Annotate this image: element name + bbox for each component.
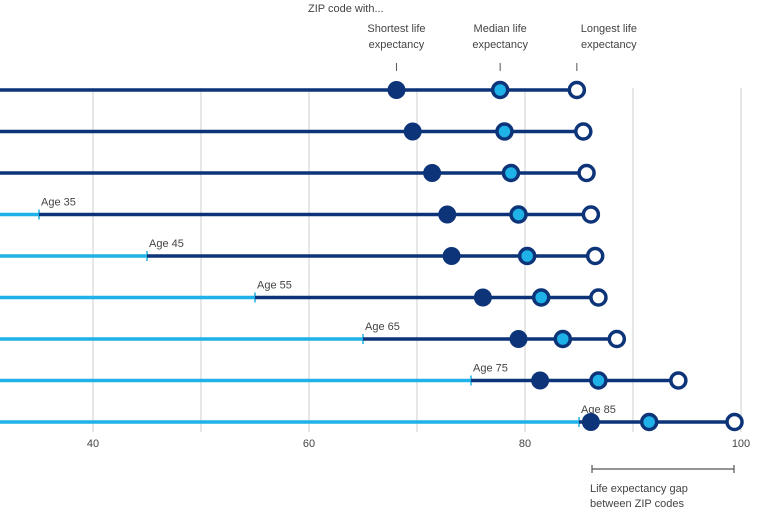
legend-longest-label-line1: Longest life bbox=[581, 23, 637, 35]
row bbox=[0, 163, 596, 183]
median-point bbox=[495, 122, 514, 141]
row bbox=[0, 122, 593, 141]
row: Age 35 bbox=[0, 197, 601, 224]
median-point bbox=[639, 412, 659, 432]
age-label: Age 55 bbox=[257, 280, 292, 292]
legend-shortest-label-line2: expectancy bbox=[369, 39, 425, 51]
age-label: Age 45 bbox=[149, 238, 184, 250]
age-label: Age 65 bbox=[365, 321, 400, 333]
shortest-point bbox=[423, 164, 442, 182]
gap-legend: Life expectancy gap between ZIP codes bbox=[590, 465, 735, 510]
x-tick-label: 100 bbox=[732, 438, 750, 450]
shortest-point bbox=[531, 371, 550, 390]
longest-point bbox=[577, 163, 596, 183]
age-label: Age 75 bbox=[473, 363, 508, 375]
longest-point bbox=[589, 288, 608, 307]
shortest-point bbox=[509, 330, 528, 348]
row: Age 45 bbox=[0, 238, 605, 266]
rows: Age 35 Age 45 Age 55 Age 65 Age 75 Age 85 bbox=[0, 80, 744, 432]
longest-point bbox=[607, 329, 627, 349]
median-point bbox=[531, 288, 551, 307]
row: Age 85 bbox=[0, 404, 744, 432]
median-point bbox=[490, 80, 510, 100]
row: Age 65 bbox=[0, 321, 627, 349]
median-point bbox=[501, 163, 521, 183]
longest-point bbox=[725, 412, 744, 432]
shortest-point bbox=[473, 288, 492, 307]
age-label: Age 35 bbox=[41, 197, 76, 209]
x-tick-label: 40 bbox=[87, 438, 99, 450]
legend-median-label-line1: Median life bbox=[474, 23, 527, 35]
shortest-point bbox=[403, 122, 422, 141]
shortest-point bbox=[438, 205, 457, 224]
gap-label-line2: between ZIP codes bbox=[590, 498, 684, 510]
age-label: Age 85 bbox=[581, 404, 616, 416]
shortest-point bbox=[442, 247, 461, 265]
x-tick-labels: 40 60 80 100 bbox=[87, 438, 750, 450]
x-tick-label: 60 bbox=[303, 438, 315, 450]
longest-point bbox=[567, 80, 587, 100]
row: Age 55 bbox=[0, 280, 608, 307]
median-point bbox=[517, 246, 537, 266]
median-point bbox=[589, 371, 608, 390]
shortest-point bbox=[581, 413, 600, 431]
longest-point bbox=[585, 246, 605, 266]
legend-header: ZIP code with... Shortest life expectancy… bbox=[308, 3, 637, 71]
legend-median-label-line2: expectancy bbox=[472, 39, 528, 51]
median-point bbox=[509, 205, 528, 224]
longest-point bbox=[669, 371, 688, 390]
gap-label-line1: Life expectancy gap bbox=[590, 483, 688, 495]
legend-shortest-label-line1: Shortest life bbox=[367, 23, 425, 35]
row: Age 75 bbox=[0, 363, 688, 390]
longest-point bbox=[574, 122, 593, 141]
median-point bbox=[553, 329, 573, 349]
shortest-point bbox=[387, 81, 406, 99]
chart-title: ZIP code with... bbox=[308, 3, 384, 15]
row bbox=[0, 80, 587, 100]
legend-longest-label-line2: expectancy bbox=[581, 39, 637, 51]
longest-point bbox=[581, 205, 601, 224]
x-tick-label: 80 bbox=[519, 438, 531, 450]
